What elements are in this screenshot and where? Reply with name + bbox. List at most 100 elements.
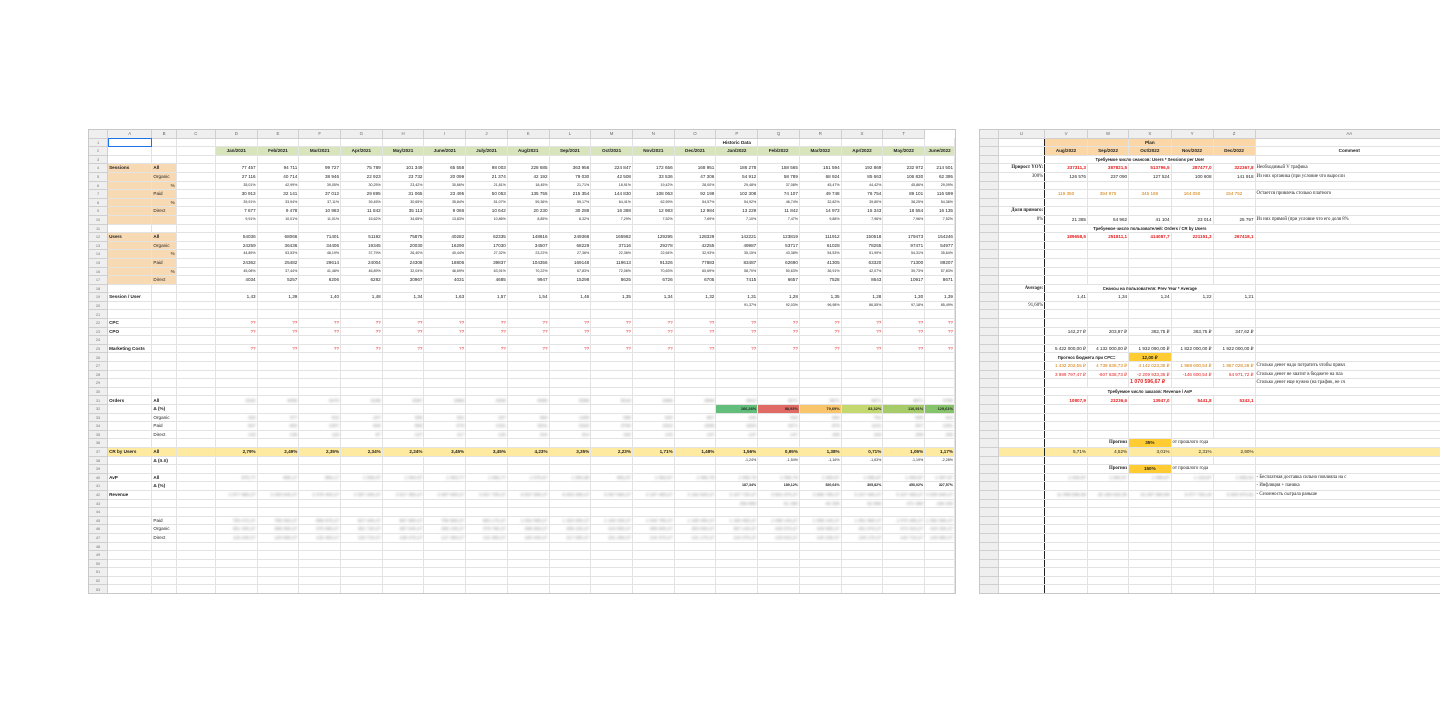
value-cell[interactable]: [549, 378, 592, 388]
value-cell[interactable]: [799, 361, 842, 371]
value-cell[interactable]: 51,99%: [841, 249, 884, 259]
row-number[interactable]: [980, 413, 999, 423]
blank-cell[interactable]: [176, 473, 216, 483]
driver-cell[interactable]: [998, 430, 1046, 440]
value-cell[interactable]: 27,36%: [549, 249, 592, 259]
plan-value-cell[interactable]: 1 095,87: [1128, 473, 1172, 483]
value-cell[interactable]: 131 950,27: [465, 533, 508, 543]
value-cell[interactable]: 214 501: [924, 163, 955, 173]
label-cell[interactable]: [107, 576, 153, 586]
value-cell[interactable]: [924, 559, 955, 569]
value-cell[interactable]: 65 558: [423, 163, 467, 173]
value-cell[interactable]: 3189: [340, 395, 383, 405]
value-cell[interactable]: ??: [715, 344, 759, 354]
value-cell[interactable]: 20030: [382, 241, 425, 251]
value-cell[interactable]: 7415: [715, 275, 759, 285]
column-header[interactable]: B: [151, 130, 177, 139]
value-cell[interactable]: [590, 352, 633, 363]
value-cell[interactable]: ??: [924, 318, 955, 328]
comment-cell[interactable]: [1255, 430, 1440, 440]
comment-cell[interactable]: [1255, 284, 1440, 294]
blank-cell[interactable]: [1044, 378, 1088, 388]
value-cell[interactable]: 867 580,27: [382, 516, 425, 526]
row-number[interactable]: 7: [89, 189, 109, 199]
plan-value-cell[interactable]: 127 524: [1128, 172, 1172, 182]
value-cell[interactable]: [882, 224, 926, 234]
row-number[interactable]: [980, 395, 999, 405]
plan-value-cell[interactable]: 1,34: [1087, 292, 1130, 302]
value-cell[interactable]: 42255: [674, 241, 717, 251]
label-cell[interactable]: [107, 284, 153, 294]
plan-value-cell[interactable]: 1,24: [1128, 292, 1172, 302]
value-cell[interactable]: [507, 224, 550, 234]
title-cell[interactable]: [674, 138, 717, 148]
value-cell[interactable]: [507, 155, 550, 165]
value-cell[interactable]: [841, 284, 884, 294]
plan-value-cell[interactable]: -2 209 933,35 ₽: [1128, 370, 1172, 380]
blank-cell[interactable]: [176, 335, 216, 345]
value-cell[interactable]: [674, 499, 717, 509]
value-cell[interactable]: 77 457: [215, 163, 258, 173]
value-cell[interactable]: 30 913: [215, 189, 258, 199]
plan-value-cell[interactable]: 21 385: [1044, 215, 1088, 225]
column-header[interactable]: I: [423, 130, 467, 139]
value-cell[interactable]: 108 063: [632, 189, 675, 199]
value-cell[interactable]: 1,35: [799, 292, 842, 302]
value-cell[interactable]: [507, 507, 550, 517]
value-cell[interactable]: [757, 370, 800, 380]
value-cell[interactable]: [257, 576, 300, 586]
plan-value-cell[interactable]: 6 077 760,18: [1171, 490, 1214, 500]
comment-cell[interactable]: Необходимый V трафика: [1255, 163, 1440, 173]
value-cell[interactable]: [715, 284, 759, 294]
value-cell[interactable]: 133: [632, 430, 675, 440]
sublabel-cell[interactable]: [151, 559, 177, 569]
value-cell[interactable]: [465, 576, 508, 586]
value-cell[interactable]: 1,34: [632, 292, 675, 302]
blank-cell[interactable]: [176, 267, 216, 277]
value-cell[interactable]: 61028: [799, 241, 842, 251]
value-cell[interactable]: 9 066: [423, 206, 467, 216]
value-cell[interactable]: 217 050,27: [549, 533, 592, 543]
value-cell[interactable]: 33,94%: [257, 198, 300, 208]
value-cell[interactable]: 8,85%: [507, 215, 550, 225]
row-number[interactable]: [980, 473, 999, 483]
value-cell[interactable]: [799, 507, 842, 517]
value-cell[interactable]: [590, 361, 633, 371]
value-cell[interactable]: [799, 378, 842, 388]
value-cell[interactable]: 667: [674, 413, 717, 423]
value-cell[interactable]: [465, 378, 508, 388]
value-cell[interactable]: 40,44%: [423, 249, 467, 259]
forecast-tail[interactable]: от прошлого года: [1171, 438, 1256, 448]
value-cell[interactable]: 123819: [757, 232, 800, 242]
value-cell[interactable]: 39,45%: [340, 198, 383, 208]
value-cell[interactable]: [799, 309, 842, 320]
value-cell[interactable]: 6726: [632, 275, 675, 285]
value-cell[interactable]: 53,53%: [257, 249, 300, 259]
blank-cell[interactable]: [176, 378, 216, 388]
value-cell[interactable]: 192 869: [841, 163, 884, 173]
blank-cell[interactable]: [1213, 309, 1256, 320]
sublabel-cell[interactable]: Δ (%): [151, 481, 177, 491]
value-cell[interactable]: 388 060,27: [257, 524, 300, 534]
value-cell[interactable]: 420 330,27: [924, 524, 955, 534]
value-cell[interactable]: 1,46: [549, 292, 592, 302]
value-cell[interactable]: 237: [465, 413, 508, 423]
blank-cell[interactable]: [1128, 507, 1172, 517]
value-cell[interactable]: 596: [590, 413, 633, 423]
label-cell[interactable]: [107, 361, 153, 371]
value-cell[interactable]: 75 789: [340, 163, 383, 173]
value-cell[interactable]: 22,36%: [590, 249, 633, 259]
driver-cell[interactable]: [998, 413, 1046, 423]
driver-cell[interactable]: 91,60%: [998, 301, 1046, 311]
blank-cell[interactable]: [176, 464, 216, 474]
blank-cell[interactable]: [176, 404, 216, 414]
value-cell[interactable]: 111912: [799, 232, 842, 242]
blank-cell[interactable]: [1044, 430, 1088, 440]
value-cell[interactable]: 148616: [507, 232, 550, 242]
title-cell[interactable]: [799, 138, 842, 148]
value-cell[interactable]: 131 170,27: [674, 533, 717, 543]
value-cell[interactable]: 54 912: [715, 172, 759, 182]
value-cell[interactable]: 19,42%: [632, 181, 675, 191]
plan-value-cell[interactable]: 23 014: [1171, 215, 1214, 225]
column-header[interactable]: N: [632, 130, 675, 139]
